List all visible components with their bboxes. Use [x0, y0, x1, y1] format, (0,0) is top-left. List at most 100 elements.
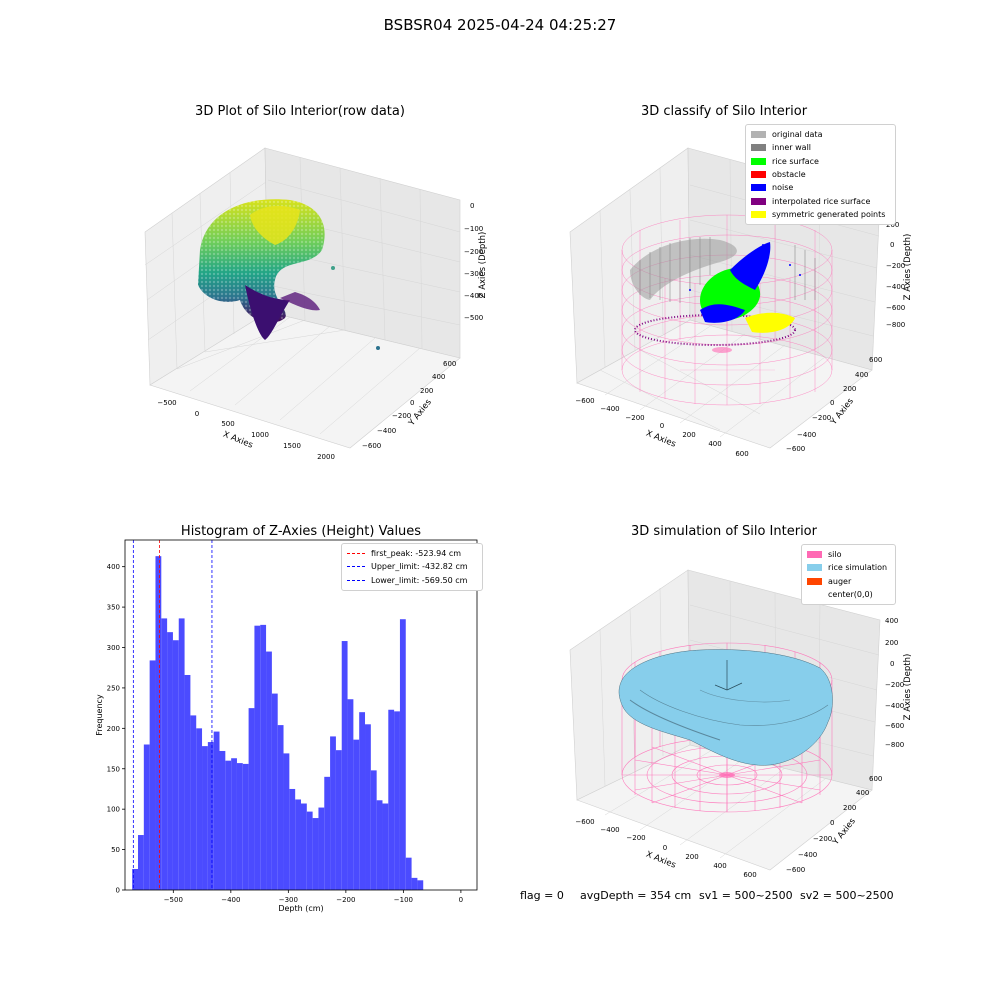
legend-item-symmetric: symmetric generated points	[751, 208, 890, 221]
panel2-xtick: 600	[735, 450, 748, 458]
panel4-xtick: 400	[713, 862, 726, 870]
histogram-bar	[300, 803, 307, 890]
panel1-zlabel: Z Axies (Depth)	[478, 232, 488, 299]
panel4-ztick: 400	[885, 617, 898, 625]
histogram-bar	[312, 818, 319, 890]
histogram-bar	[213, 731, 220, 890]
legend-label: obstacle	[772, 170, 806, 180]
legend-label: original data	[772, 130, 823, 140]
figure-title: BSBSR04 2025-04-24 04:25:27	[383, 16, 617, 34]
panel1-ztick: −300	[464, 270, 483, 278]
histogram-bar	[138, 835, 144, 890]
histogram-bar	[394, 711, 400, 890]
panel2-ytick: −600	[786, 445, 805, 453]
histogram-bar	[143, 744, 150, 890]
panel4-xtick: −400	[600, 826, 619, 834]
histogram-bar	[295, 799, 301, 890]
legend-swatch	[751, 210, 766, 218]
panel1-xtick: 1500	[283, 442, 301, 450]
panel4-xtick: 0	[663, 844, 667, 852]
y-tick-label: 400	[107, 563, 120, 571]
histogram-bar	[184, 674, 191, 890]
histogram-bars	[132, 556, 424, 890]
panel4-ztick: 200	[885, 639, 898, 647]
legend-line	[347, 566, 365, 568]
legend-label: auger	[828, 576, 852, 586]
legend-swatch	[751, 171, 766, 179]
panel3-title: Histogram of Z-Axies (Height) Values	[180, 524, 422, 539]
panel1-ytick: 600	[443, 360, 456, 368]
panel4-ytick: −600	[786, 866, 805, 874]
histogram-bar	[370, 770, 377, 890]
legend-item-auger: auger	[807, 575, 890, 588]
histogram-reference-lines	[132, 540, 213, 890]
legend-item-inner-wall: inner wall	[751, 141, 890, 154]
histogram-bar	[283, 753, 290, 890]
panel2-xlabel: X Axies	[644, 429, 677, 450]
histogram-bar	[207, 742, 214, 890]
panel2-ytick: 600	[869, 356, 882, 364]
histogram-bar	[149, 660, 156, 890]
histogram-x-ticks: −500 −400 −300 −200 −100 0	[164, 890, 463, 904]
legend-swatch	[751, 131, 766, 139]
panel1-axes-box	[144, 147, 461, 449]
panel1-ytick: −200	[392, 412, 411, 420]
legend-label: Upper_limit: -432.82 cm	[371, 562, 468, 572]
panel2-ztick: −200	[886, 262, 905, 270]
histogram-bar	[196, 728, 203, 890]
histogram-bar	[236, 763, 243, 890]
histogram-ylabel: Frequency	[95, 694, 104, 736]
panel4-ylabel: Y Axies	[830, 816, 858, 848]
legend-item-noise: noise	[751, 181, 890, 194]
y-tick-label: 100	[107, 806, 120, 814]
panel1-ztick: −500	[464, 314, 483, 322]
panel4-ztick: −200	[885, 681, 904, 689]
legend-item-upper-limit: Upper_limit: -432.82 cm	[347, 560, 477, 573]
panel2-xtick: −400	[600, 405, 619, 413]
panel4-xtick: 200	[685, 853, 698, 861]
histogram-y-ticks: 0 50 100 150 200 250 300 350 400	[107, 563, 125, 895]
legend-label: symmetric generated points	[772, 209, 886, 219]
histogram-bar	[405, 857, 412, 890]
legend-item-rice-simulation: rice simulation	[807, 561, 890, 574]
panel1-xtick: 0	[195, 410, 199, 418]
legend-label: center(0,0)	[828, 590, 873, 600]
histogram-bar	[231, 758, 237, 890]
panel1-point-cloud	[198, 199, 380, 350]
panel2-xtick: 0	[660, 422, 664, 430]
legend-line	[347, 579, 365, 581]
histogram-bar	[260, 624, 267, 890]
panel2-ztick: −600	[886, 304, 905, 312]
panel1-ytick: −600	[362, 442, 381, 450]
histogram-bar	[242, 763, 249, 890]
panel1-xtick: 1000	[251, 431, 269, 439]
panel4-silo-wireframe	[621, 642, 833, 813]
panel4-ytick: 0	[830, 819, 834, 827]
info-avg-depth: avgDepth = 354 cm	[580, 889, 692, 902]
info-sv1: sv1 = 500~2500	[699, 889, 793, 902]
histogram-xlabel: Depth (cm)	[278, 904, 323, 913]
legend-label: rice surface	[772, 156, 819, 166]
histogram-bar	[417, 880, 424, 890]
legend-label: Lower_limit: -569.50 cm	[371, 575, 468, 585]
panel2-silo-wireframe	[621, 214, 833, 406]
x-tick-label: −200	[336, 896, 355, 904]
histogram-bar	[167, 632, 173, 890]
x-tick-label: −500	[164, 896, 183, 904]
panel2-xtick: 400	[708, 440, 721, 448]
legend-label: noise	[772, 183, 794, 193]
legend-label: inner wall	[772, 143, 812, 153]
panel1-xtick: −500	[157, 399, 176, 407]
panel2-xtick: 200	[682, 431, 695, 439]
panel2-ztick: −400	[886, 283, 905, 291]
histogram-bar	[341, 641, 348, 890]
info-flag: flag = 0	[520, 889, 564, 902]
y-tick-label: 350	[107, 604, 120, 612]
panel2-title: 3D classify of Silo Interior	[640, 104, 808, 119]
y-tick-label: 200	[107, 725, 120, 733]
legend-item-original-data: original data	[751, 128, 890, 141]
y-tick-label: 50	[111, 846, 120, 854]
panel2-ytick: 400	[855, 371, 868, 379]
histogram-bar	[353, 739, 360, 890]
histogram-bar	[190, 715, 197, 890]
